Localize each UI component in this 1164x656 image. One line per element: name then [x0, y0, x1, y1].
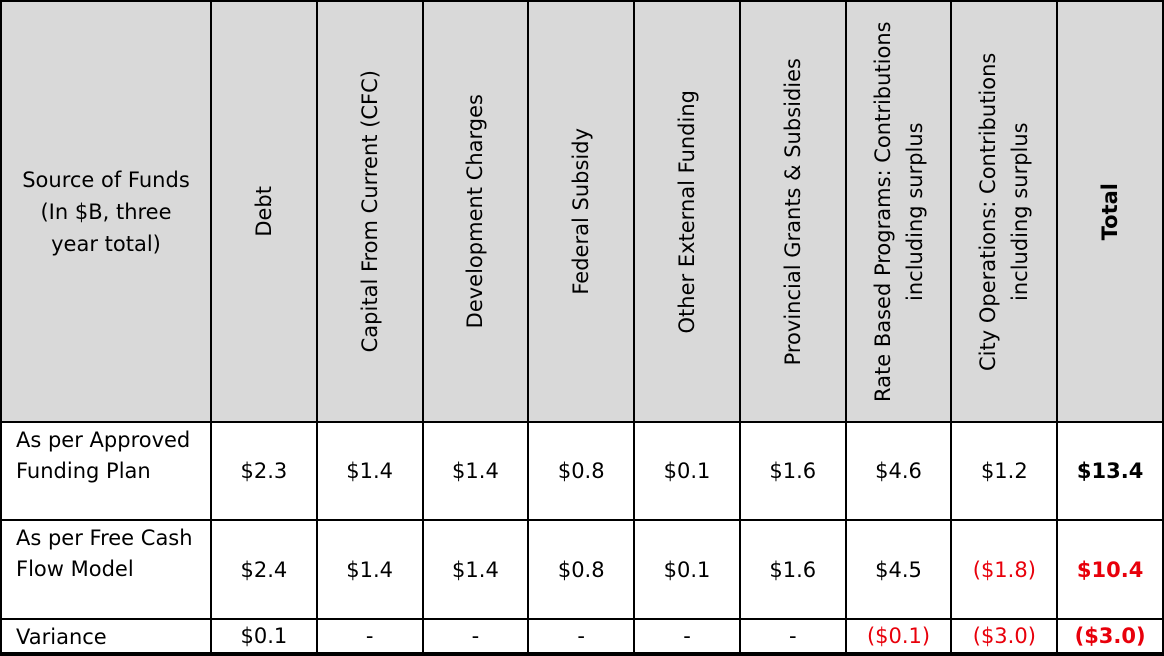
header-cell: Source of Funds (In $B, three year total…	[2, 2, 210, 421]
value-text: -	[577, 624, 585, 648]
value-text: $0.8	[557, 557, 605, 582]
value-cell: $1.6	[740, 521, 845, 618]
value-text: ($3.0)	[1074, 624, 1146, 648]
row-label: As per Approved Funding Plan	[16, 428, 191, 483]
value-cell: $10.4	[1058, 521, 1162, 618]
value-text: ($3.0)	[972, 624, 1036, 648]
value-text: $1.6	[769, 459, 817, 483]
value-text: -	[365, 624, 374, 648]
value-cell: -	[635, 620, 739, 652]
row-label-cell: As per Free Cash Flow Model	[2, 521, 210, 618]
value-cell: $2.4	[212, 521, 316, 618]
value-text: $1.6	[769, 557, 817, 582]
value-cell: $1.4	[317, 521, 422, 618]
value-cell: -	[529, 620, 634, 652]
header-text: Federal Subsidy	[569, 128, 594, 295]
header-cell: Federal Subsidy	[529, 2, 634, 421]
value-text: ($0.1)	[866, 624, 931, 648]
header-text: Provincial Grants & Subsidies	[780, 57, 805, 366]
value-cell: $4.6	[846, 423, 951, 519]
value-text: $4.6	[875, 459, 922, 483]
value-cell: $0.8	[529, 521, 634, 618]
value-text: $2.4	[240, 557, 288, 582]
value-text: $1.4	[452, 459, 499, 483]
value-cell: $1.4	[423, 423, 528, 519]
value-text: $0.8	[557, 459, 605, 483]
value-cell: $2.3	[212, 423, 316, 519]
value-text: $0.1	[663, 557, 711, 582]
value-cell: $4.5	[846, 521, 951, 618]
header-cell: Development Charges	[423, 2, 528, 421]
value-cell: $1.2	[952, 423, 1057, 519]
value-text: $1.4	[346, 557, 394, 582]
value-cell: ($3.0)	[1058, 620, 1162, 652]
value-text: $4.5	[875, 557, 922, 582]
header-cell: City Operations: Contributions including…	[952, 2, 1057, 421]
header-text: Capital From Current (CFC)	[357, 70, 382, 353]
value-cell: ($0.1)	[846, 620, 951, 652]
value-text: $1.2	[980, 459, 1028, 483]
header-text: Source of Funds (In $B, three year total…	[22, 167, 190, 256]
header-text: City Operations: Contributions including…	[976, 52, 1033, 371]
value-cell: -	[317, 620, 422, 652]
value-text: $0.1	[240, 624, 288, 648]
value-cell: $0.1	[635, 423, 739, 519]
value-cell: -	[423, 620, 528, 652]
value-cell: $0.1	[635, 521, 739, 618]
header-cell: Capital From Current (CFC)	[317, 2, 422, 421]
row-label: As per Free Cash Flow Model	[16, 526, 193, 581]
header-text: Other External Funding	[674, 89, 699, 334]
value-text: $13.4	[1076, 459, 1144, 483]
value-cell: ($1.8)	[952, 521, 1057, 618]
value-cell: -	[740, 620, 845, 652]
row-label-cell: As per Approved Funding Plan	[2, 423, 210, 519]
value-text: $0.1	[663, 459, 711, 483]
header-cell: Rate Based Programs: Contributions inclu…	[846, 2, 951, 421]
header-cell: Other External Funding	[635, 2, 739, 421]
value-text: -	[683, 624, 691, 648]
header-text: Rate Based Programs: Contributions inclu…	[870, 21, 927, 402]
value-cell: ($3.0)	[952, 620, 1057, 652]
value-text: $2.3	[240, 459, 288, 483]
value-text: $1.4	[452, 557, 499, 582]
value-text: -	[471, 624, 480, 648]
value-text: -	[788, 624, 797, 648]
row-label-cell: Variance	[2, 620, 210, 652]
header-cell: Debt	[212, 2, 316, 421]
value-cell: $0.8	[529, 423, 634, 519]
value-cell: $0.1	[212, 620, 316, 652]
value-cell: $13.4	[1058, 423, 1162, 519]
value-cell: $1.6	[740, 423, 845, 519]
header-cell: Total	[1058, 2, 1162, 421]
value-text: $10.4	[1076, 557, 1144, 582]
value-cell: $1.4	[317, 423, 422, 519]
value-text: $1.4	[346, 459, 394, 483]
row-label: Variance	[16, 625, 107, 649]
header-cell: Provincial Grants & Subsidies	[740, 2, 845, 421]
header-text: Total	[1098, 182, 1123, 241]
header-text: Development Charges	[463, 94, 488, 329]
value-cell: $1.4	[423, 521, 528, 618]
header-text: Debt	[251, 186, 276, 237]
value-text: ($1.8)	[972, 557, 1036, 582]
